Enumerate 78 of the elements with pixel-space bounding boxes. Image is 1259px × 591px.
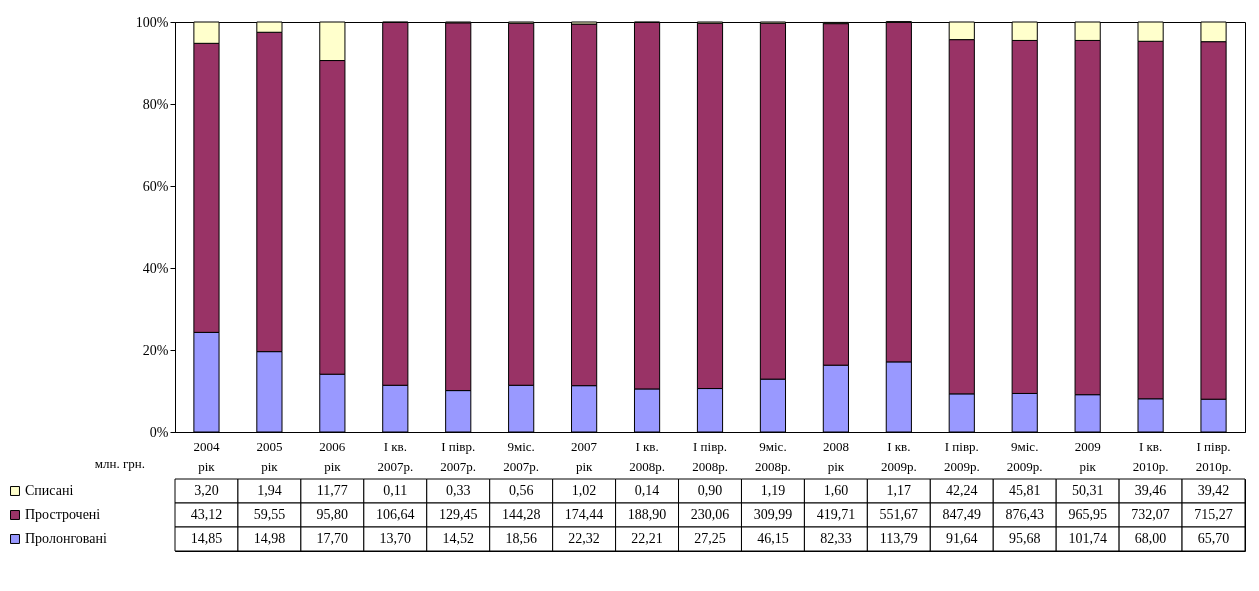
text: 101,74 [1068,531,1107,546]
text: 113,79 [879,531,918,546]
legend-label: Прострочені [25,507,101,522]
text: 230,06 [690,507,730,522]
text: 3,20 [194,483,219,498]
y-tick-label: 40% [142,260,169,276]
text: 46,15 [757,531,789,546]
x-tick-label: 9міс. 2008р. [755,438,791,474]
legend-label: Списані [25,483,74,498]
text: 95,80 [316,507,349,522]
x-tick-label: 2007 рік [571,438,598,474]
x-tick-label: I кв. 2009р. [880,438,917,474]
text: 965,95 [1068,507,1107,522]
text: 732,07 [1131,507,1170,522]
text: 0,11 [383,483,408,498]
text: 1,60 [823,483,849,498]
text: 0,56 [508,483,534,498]
text: 144,28 [501,507,541,522]
text: 876,43 [1005,507,1044,522]
text: 39,42 [1197,483,1230,498]
text: 1,17 [886,483,912,498]
text: 65,70 [1197,531,1230,546]
text: 42,24 [946,483,978,498]
text: 82,33 [820,531,852,546]
text: 309,99 [753,507,793,522]
text: 95,68 [1008,531,1041,546]
text: 129,45 [438,507,478,522]
x-tick-label: I кв. 2007р. [377,438,414,474]
text: 14,85 [190,531,223,546]
text: 715,27 [1194,507,1233,522]
text: 106,64 [376,507,415,522]
x-tick-label: 9міс. 2009р. [1006,438,1043,474]
text: 68,00 [1134,531,1167,546]
text: 27,25 [694,531,726,546]
text: 43,12 [190,507,223,522]
x-tick-label: I півр. 2008р. [692,438,728,474]
text: 13,70 [379,531,412,546]
text: 45,81 [1008,483,1041,498]
y-tick-label: 80% [142,96,169,112]
x-tick-label: 2009 рік [1074,438,1101,474]
x-tick-label: 2005 рік [256,438,283,474]
text: 1,94 [257,483,282,498]
text: 0,14 [634,483,660,498]
x-tick-label: I півр. 2007р. [440,438,477,474]
y-tick-label: 100% [135,14,169,30]
text: 174,44 [564,507,604,522]
text: 847,49 [942,507,982,522]
text: 39,46 [1134,483,1167,498]
text: 18,56 [505,531,537,546]
text: млн. грн. [94,456,145,471]
x-tick-label: I півр. 2009р. [943,438,980,474]
text: 17,70 [316,531,349,546]
x-tick-label: 2006 рік [319,438,346,474]
legend-label: Пролонговані [25,531,107,546]
y-tick-label: 60% [142,178,169,194]
text: 59,55 [253,507,286,522]
text: 1,19 [760,483,786,498]
y-tick-label: 20% [142,342,169,358]
text: 0,33 [445,483,471,498]
text: 1,02 [571,483,597,498]
y-tick-label: 0% [149,424,169,440]
x-tick-label: 2008 рік [822,438,849,474]
text: 14,52 [442,531,474,546]
text: 50,31 [1071,483,1104,498]
text: 0,90 [697,483,723,498]
x-tick-label: 2004 рік [193,438,220,474]
text: 22,32 [568,531,600,546]
text: 14,98 [253,531,286,546]
x-tick-label: 9міс. 2007р. [503,438,540,474]
x-tick-label: I кв. 2010р. [1132,438,1169,474]
text: 22,21 [631,531,663,546]
text: 551,67 [879,507,919,522]
text: 91,64 [946,531,978,546]
x-tick-label: I півр. 2010р. [1195,438,1232,474]
x-tick-label: I кв. 2008р. [629,438,665,474]
text: 188,90 [627,507,667,522]
text: 419,71 [816,507,856,522]
text: 11,77 [316,483,348,498]
